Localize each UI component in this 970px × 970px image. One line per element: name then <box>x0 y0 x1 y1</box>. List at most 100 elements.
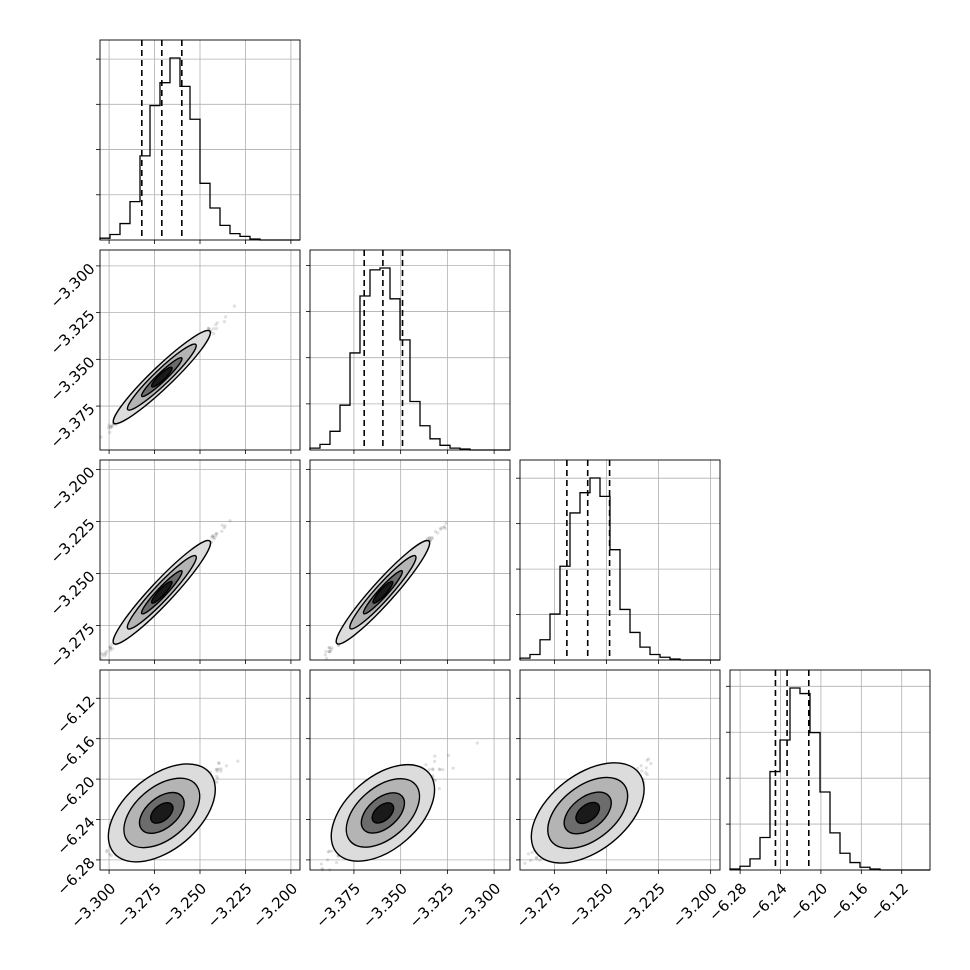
sample-point <box>325 656 329 660</box>
x-tick-label: −6.24 <box>746 880 791 925</box>
sample-point <box>108 852 112 856</box>
sample-point <box>441 525 445 530</box>
sample-point <box>215 769 219 773</box>
sample-point <box>215 532 219 536</box>
sample-point <box>431 767 435 771</box>
sample-point <box>215 767 219 772</box>
histogram-step <box>729 687 930 871</box>
sample-point <box>217 767 221 771</box>
panel-3-0: −3.300−3.275−3.250−3.225−3.200−6.28−6.24… <box>53 669 301 932</box>
sample-point <box>451 766 455 770</box>
panel-3-1: −3.375−3.350−3.325−3.300 <box>306 669 511 932</box>
sample-point <box>216 761 221 765</box>
y-tick-label: −3.300 <box>47 260 99 312</box>
sample-point <box>104 652 108 656</box>
sample-point <box>327 646 331 650</box>
sample-point <box>214 774 219 778</box>
sample-point <box>211 331 216 336</box>
histogram-step <box>309 267 510 451</box>
sample-point <box>437 786 441 791</box>
x-tick-label: −6.16 <box>826 880 871 925</box>
sample-point <box>228 519 232 523</box>
sample-point <box>442 524 447 529</box>
sample-point <box>324 649 328 654</box>
panel-frame <box>519 459 721 661</box>
sample-point <box>210 534 215 538</box>
sample-point <box>325 858 330 862</box>
sample-point <box>105 649 109 653</box>
y-tick-label: −3.225 <box>47 515 99 567</box>
sample-point <box>523 861 527 865</box>
y-tick-label: −6.24 <box>53 813 98 858</box>
y-tick-label: −3.375 <box>47 400 99 452</box>
x-tick-label: −3.350 <box>359 880 411 932</box>
sample-point <box>222 526 226 530</box>
sample-point <box>215 321 219 325</box>
sample-point <box>214 323 218 327</box>
sample-point <box>214 534 218 538</box>
sample-point <box>640 769 644 773</box>
sample-point <box>430 536 434 541</box>
x-tick-label: −3.250 <box>158 880 210 932</box>
contour-level-4 <box>150 366 173 388</box>
panel-3-3: −6.28−6.24−6.20−6.16−6.12 <box>705 669 931 925</box>
sample-point <box>108 645 112 649</box>
sample-point <box>222 320 227 324</box>
sample-point <box>109 853 113 858</box>
sample-point <box>224 315 228 319</box>
panel-1-1 <box>306 249 511 454</box>
sample-point <box>219 769 223 773</box>
sample-point <box>217 761 221 765</box>
sample-point <box>215 780 219 784</box>
x-tick-label: −3.300 <box>452 880 504 932</box>
contour-level-4 <box>372 580 394 604</box>
sample-point <box>433 529 438 534</box>
sample-point <box>427 536 432 540</box>
sample-point <box>639 764 643 768</box>
sample-point <box>236 759 240 763</box>
sample-point <box>100 652 104 656</box>
sample-point <box>645 758 649 762</box>
sample-point <box>526 852 530 856</box>
contour-level-4 <box>150 580 173 604</box>
sample-point <box>108 646 112 650</box>
sample-point <box>207 326 211 331</box>
sample-point <box>212 535 216 540</box>
sample-point <box>108 648 112 652</box>
sample-point <box>644 766 648 770</box>
sample-point <box>103 651 107 655</box>
sample-point <box>327 646 332 650</box>
sample-point <box>105 850 109 854</box>
histogram-step <box>99 57 300 241</box>
sample-point <box>224 764 229 768</box>
sample-point <box>335 860 339 865</box>
sample-point <box>214 767 218 771</box>
panel-1-0: −3.375−3.350−3.325−3.300 <box>47 249 301 454</box>
sample-point <box>103 654 107 658</box>
sample-point <box>433 754 437 758</box>
sample-point <box>219 767 223 771</box>
x-tick-label: −3.375 <box>312 880 364 932</box>
panel-frame <box>309 249 511 451</box>
x-tick-label: −3.225 <box>204 880 256 932</box>
panel-0-0 <box>96 39 301 244</box>
sample-point <box>328 650 332 654</box>
sample-point <box>206 326 210 330</box>
x-tick-label: −6.12 <box>867 880 912 925</box>
sample-point <box>108 646 113 650</box>
y-tick-label: −3.350 <box>47 353 99 405</box>
sample-point <box>441 768 445 772</box>
sample-point <box>436 531 440 535</box>
sample-point <box>432 759 437 764</box>
sample-point <box>535 856 539 860</box>
sample-point <box>110 425 114 429</box>
y-tick-label: −3.325 <box>47 306 99 358</box>
sample-point <box>216 776 220 780</box>
x-tick-label: −3.250 <box>565 880 617 932</box>
y-tick-label: −3.250 <box>47 567 99 619</box>
sample-point <box>323 653 327 657</box>
sample-point <box>326 850 330 854</box>
sample-point <box>220 529 224 533</box>
sample-point <box>330 646 334 650</box>
